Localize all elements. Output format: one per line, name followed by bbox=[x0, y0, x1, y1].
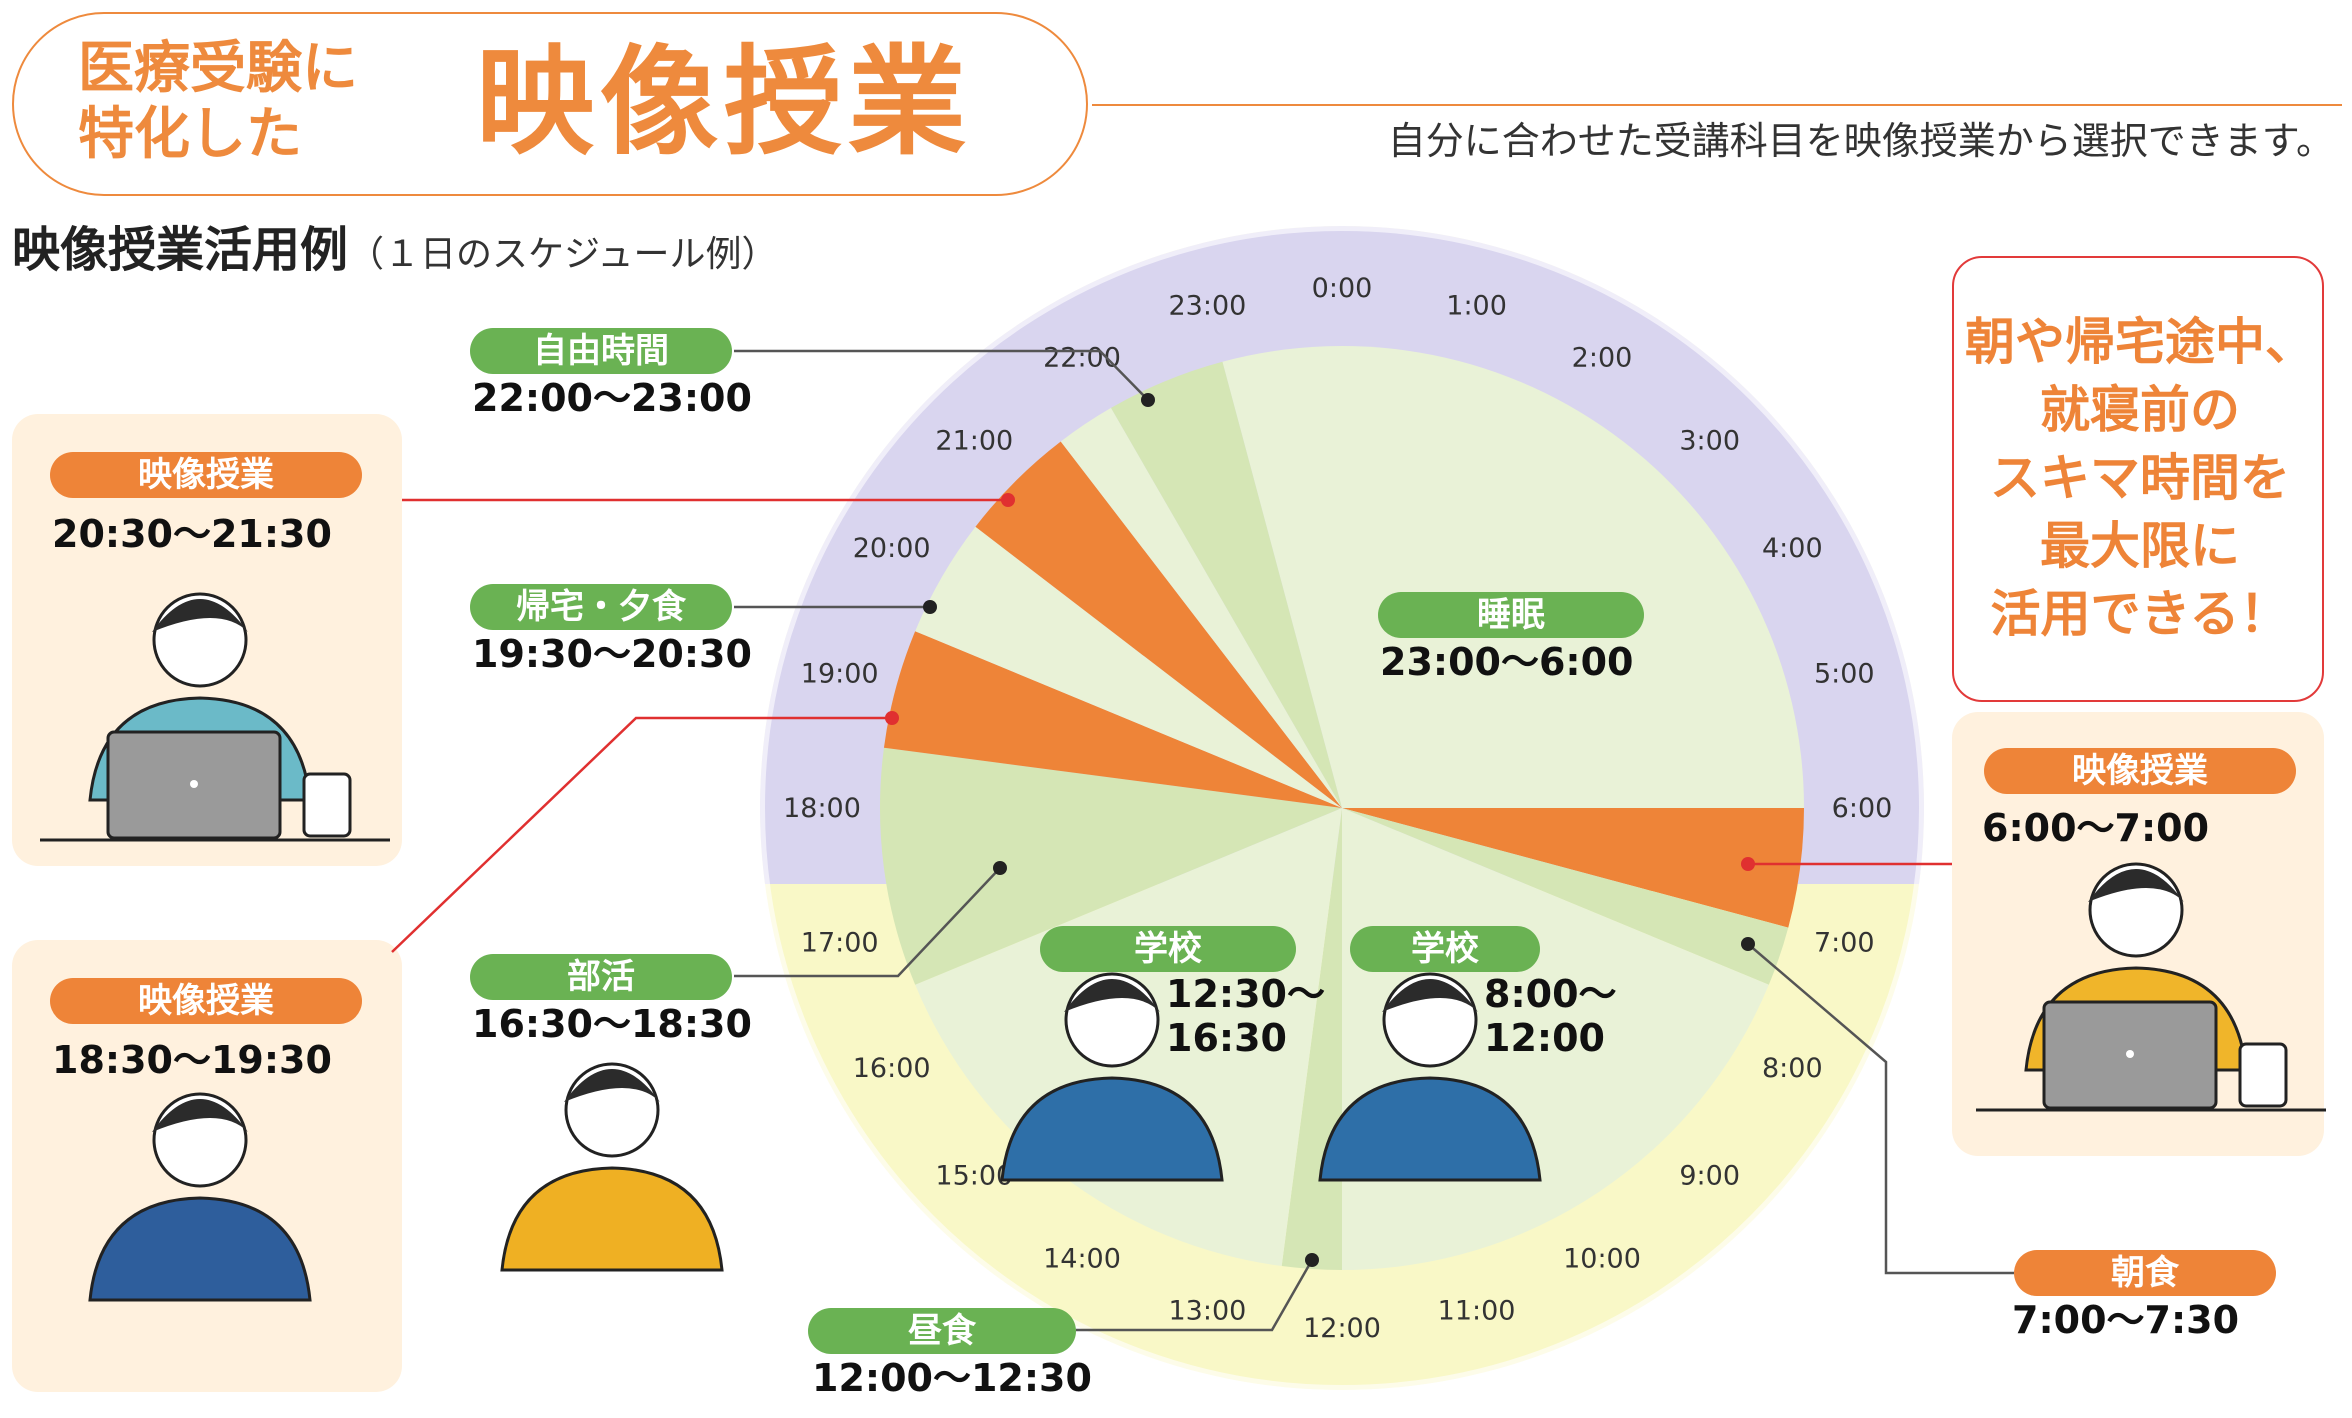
hour-label: 23:00 bbox=[1169, 291, 1247, 322]
hour-label: 8:00 bbox=[1762, 1053, 1823, 1084]
label-video-evening-2: 映像授業 bbox=[50, 452, 362, 498]
hour-label: 9:00 bbox=[1679, 1161, 1740, 1192]
time-school-pm-end: 16:30 bbox=[1166, 1016, 1287, 1060]
hour-label: 7:00 bbox=[1814, 928, 1875, 959]
hour-label: 19:00 bbox=[801, 658, 879, 689]
hour-label: 11:00 bbox=[1438, 1295, 1516, 1326]
wedge-video-evening-2 bbox=[975, 441, 1342, 808]
leader-club bbox=[734, 867, 1001, 978]
hour-label: 17:00 bbox=[801, 928, 879, 959]
label-video-morning: 映像授業 bbox=[1984, 748, 2296, 794]
time-club: 16:30〜18:30 bbox=[472, 1002, 752, 1046]
time-school-am-end: 12:00 bbox=[1484, 1016, 1605, 1060]
leader-dot-breakfast bbox=[1741, 937, 1755, 951]
callout-line2: 就寝前の bbox=[2040, 381, 2240, 439]
hour-label: 13:00 bbox=[1169, 1295, 1247, 1326]
leader-lunch bbox=[1076, 1259, 1314, 1332]
page-title: 映像授業 bbox=[476, 33, 973, 171]
leader-dot-home-dinner bbox=[923, 600, 937, 614]
wedge-sleep bbox=[1222, 346, 1804, 808]
leader-dot-lunch bbox=[1305, 1253, 1319, 1267]
label-club: 部活 bbox=[470, 954, 732, 1000]
student-figure-school-pm bbox=[1000, 972, 1224, 1182]
callout-line5: 活用できる！ bbox=[1990, 585, 2290, 643]
time-lunch: 12:00〜12:30 bbox=[812, 1356, 1092, 1400]
wedge-club bbox=[879, 747, 1342, 985]
label-school-pm: 学校 bbox=[1040, 926, 1296, 972]
wedge-home-dinner bbox=[915, 526, 1342, 808]
student-figure-club bbox=[500, 1062, 724, 1272]
hour-label: 2:00 bbox=[1572, 343, 1633, 374]
hour-label: 14:00 bbox=[1043, 1243, 1121, 1274]
hour-label: 5:00 bbox=[1814, 658, 1875, 689]
label-free-time: 自由時間 bbox=[470, 328, 732, 374]
callout-box: 朝や帰宅途中、 就寝前の スキマ時間を 最大限に 活用できる！ bbox=[1952, 256, 2324, 702]
wedge-video-morning bbox=[1342, 808, 1804, 928]
wedge-free-time bbox=[1060, 407, 1342, 808]
time-video-morning: 6:00〜7:00 bbox=[1982, 806, 2210, 850]
wedge-video-evening-1 bbox=[883, 631, 1342, 808]
hour-label: 0:00 bbox=[1312, 273, 1373, 304]
hour-label: 4:00 bbox=[1762, 533, 1823, 564]
time-video-evening-2: 20:30〜21:30 bbox=[52, 512, 332, 556]
hour-label: 1:00 bbox=[1446, 291, 1507, 322]
student-figure-school-am bbox=[1318, 972, 1542, 1182]
header-tagline: 医療受験に 特化した bbox=[78, 36, 418, 168]
time-home-dinner: 19:30〜20:30 bbox=[472, 632, 752, 676]
time-free-time: 22:00〜23:00 bbox=[472, 376, 752, 420]
label-sleep: 睡眠 bbox=[1378, 592, 1644, 638]
header-description: 自分に合わせた受講科目を映像授業から選択できます。 bbox=[1387, 119, 2334, 163]
label-breakfast: 朝食 bbox=[2014, 1250, 2276, 1296]
hour-label: 15:00 bbox=[935, 1161, 1013, 1192]
time-school-pm-start: 12:30〜 bbox=[1166, 972, 1325, 1016]
leader-dot-video-morning bbox=[1741, 857, 1755, 871]
leader-video-evening-1 bbox=[391, 716, 892, 953]
header-badge bbox=[12, 12, 1088, 196]
hour-label: 12:00 bbox=[1303, 1313, 1381, 1344]
leader-dot-video-evening-1 bbox=[885, 711, 899, 725]
wedge-breakfast bbox=[1342, 808, 1789, 985]
time-video-evening-1: 18:30〜19:30 bbox=[52, 1038, 332, 1082]
leader-free-time bbox=[734, 349, 1149, 401]
callout-line1: 朝や帰宅途中、 bbox=[1965, 313, 2315, 371]
label-school-am: 学校 bbox=[1350, 926, 1540, 972]
label-lunch: 昼食 bbox=[808, 1308, 1076, 1354]
time-school-am-start: 8:00〜 bbox=[1484, 972, 1617, 1016]
label-home-dinner: 帰宅・夕食 bbox=[470, 584, 732, 630]
hour-label: 21:00 bbox=[935, 425, 1013, 456]
hour-label: 3:00 bbox=[1679, 425, 1740, 456]
callout-line4: 最大限に bbox=[2040, 517, 2240, 575]
hour-label: 22:00 bbox=[1043, 343, 1121, 374]
ring-edge bbox=[755, 221, 1929, 1395]
time-sleep: 23:00〜6:00 bbox=[1380, 640, 1634, 684]
hour-label: 20:00 bbox=[853, 533, 931, 564]
section-heading: 映像授業活用例（１日のスケジュール例） bbox=[12, 222, 778, 283]
section-subtitle: （１日のスケジュール例） bbox=[348, 234, 778, 275]
tagline-line2: 特化した bbox=[78, 102, 302, 167]
hour-label: 10:00 bbox=[1563, 1243, 1641, 1274]
leader-dot-club bbox=[993, 861, 1007, 875]
wedge-free-time-2 bbox=[1111, 361, 1342, 808]
leader-dot-free-time bbox=[1141, 393, 1155, 407]
callout-line3: スキマ時間を bbox=[1990, 449, 2290, 507]
leader-dot-video-evening-2 bbox=[1001, 493, 1015, 507]
student-figure-commute bbox=[88, 1092, 312, 1302]
hour-label: 6:00 bbox=[1832, 793, 1893, 824]
hour-label: 16:00 bbox=[853, 1053, 931, 1084]
section-title: 映像授業活用例 bbox=[12, 222, 349, 278]
student-figure-morning bbox=[1976, 862, 2326, 1112]
leader-breakfast bbox=[1747, 943, 2014, 1275]
callout-text: 朝や帰宅途中、 就寝前の スキマ時間を 最大限に 活用できる！ bbox=[1954, 308, 2326, 648]
tagline-line1: 医療受験に bbox=[78, 36, 358, 101]
time-breakfast: 7:00〜7:30 bbox=[2012, 1298, 2240, 1342]
student-figure-evening-2 bbox=[40, 592, 390, 842]
header-divider bbox=[1092, 104, 2342, 106]
hour-label: 18:00 bbox=[783, 793, 861, 824]
label-video-evening-1: 映像授業 bbox=[50, 978, 362, 1024]
